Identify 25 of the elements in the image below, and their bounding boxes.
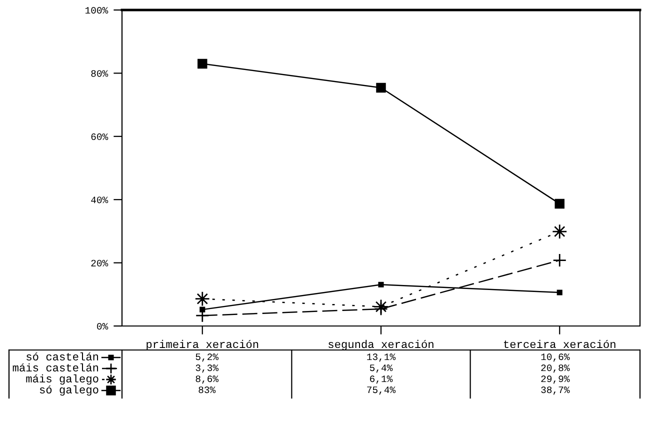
y-tick-label: 80% <box>91 70 108 77</box>
y-tick-label: 20% <box>91 260 108 266</box>
data-label: 29,9% <box>541 376 570 384</box>
y-tick-label: 60% <box>91 133 108 140</box>
y-tick-label: 0% <box>97 323 108 330</box>
data-label: 75,4% <box>367 386 396 395</box>
y-tick-label: 40% <box>91 196 108 204</box>
legend-label: só galego <box>40 385 98 396</box>
legend-label: só castelán <box>26 352 98 360</box>
data-label: 38,7% <box>541 386 570 395</box>
data-label: 3,3% <box>196 364 219 373</box>
x-tick-label: segunda xeración <box>328 340 434 350</box>
data-label: 20,8% <box>541 364 570 373</box>
data-label: 13,1% <box>367 354 396 362</box>
legend-label: máis castelán <box>12 363 98 372</box>
data-label: 83% <box>198 386 216 394</box>
data-label: 5,4% <box>370 364 393 373</box>
data-label: 8,6% <box>196 376 219 384</box>
legend-label: máis galego <box>26 374 98 385</box>
y-tick-label: 100% <box>85 7 108 14</box>
data-label: 5,2% <box>196 354 219 362</box>
x-tick-label: terceira xeración <box>504 340 616 348</box>
x-tick-label: primeira xeración <box>146 340 258 350</box>
data-label: 10,6% <box>541 354 570 362</box>
data-label: 6,1% <box>370 376 393 384</box>
